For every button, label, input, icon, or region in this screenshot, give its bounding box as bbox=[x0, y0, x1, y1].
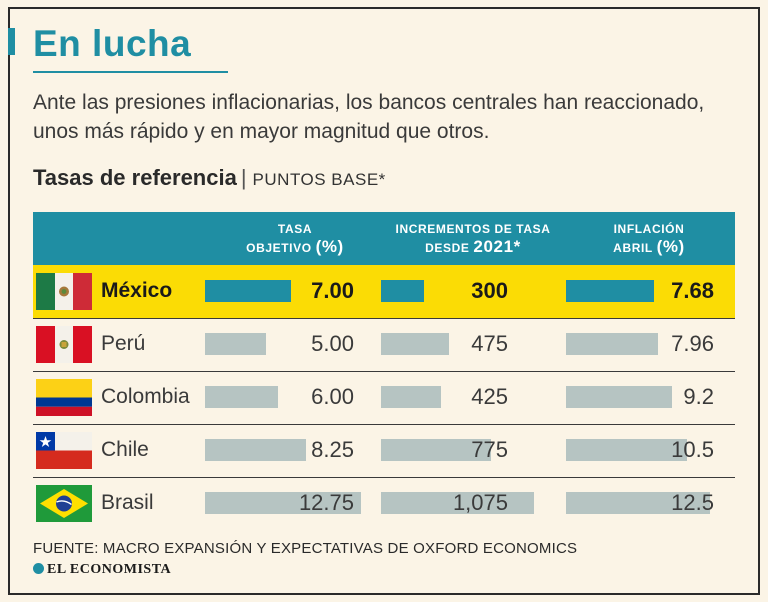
row-divider bbox=[33, 371, 735, 372]
value-label-mexico-series-3: 7.68 bbox=[671, 278, 714, 303]
country-label: Brasil bbox=[101, 491, 154, 514]
bar-mexico-series-2 bbox=[381, 280, 424, 302]
column-header-line2: ABRIL (%) bbox=[576, 238, 722, 257]
title-underline bbox=[33, 71, 228, 73]
value-label-peru-series-1: 5.00 bbox=[311, 331, 354, 356]
column-header-line2-big: 2021* bbox=[473, 237, 521, 256]
bar-peru-series-3 bbox=[566, 333, 658, 355]
column-header-line1: TASA bbox=[277, 222, 313, 236]
row-divider bbox=[33, 318, 735, 319]
value-label-brasil-series-3: 12.5 bbox=[671, 490, 714, 515]
bar-mexico-series-1 bbox=[205, 280, 291, 302]
bar-chile-series-3 bbox=[566, 439, 687, 461]
value-label-mexico-series-2: 300 bbox=[471, 278, 508, 303]
bar-peru-series-2 bbox=[381, 333, 449, 355]
column-header-line2-text: DESDE bbox=[425, 241, 470, 255]
value-label-colombia-series-3: 9.2 bbox=[683, 384, 714, 409]
peru-flag-icon bbox=[36, 326, 92, 363]
country-label: Chile bbox=[101, 438, 149, 461]
table-header-band bbox=[33, 212, 735, 265]
page-title: En lucha bbox=[33, 23, 192, 64]
bar-chile-series-1 bbox=[205, 439, 306, 461]
brand-dot-icon bbox=[33, 563, 44, 574]
value-label-chile-series-1: 8.25 bbox=[311, 437, 354, 462]
column-header-line2-text: OBJETIVO bbox=[246, 241, 312, 255]
chart-unit: PUNTOS BASE* bbox=[252, 170, 386, 189]
column-header-line1: INCREMENTOS DE TASA bbox=[395, 222, 551, 236]
title-accent-bar bbox=[8, 28, 15, 55]
bar-colombia-series-1 bbox=[205, 386, 278, 408]
value-label-colombia-series-2: 425 bbox=[471, 384, 508, 409]
brand-name: EL ECONOMISTA bbox=[47, 562, 172, 577]
bar-colombia-series-3 bbox=[566, 386, 672, 408]
value-label-peru-series-3: 7.96 bbox=[671, 331, 714, 356]
column-header-line1: INFLACIÓN bbox=[613, 222, 685, 236]
chart-title: Tasas de referencia bbox=[33, 165, 237, 190]
row-divider bbox=[33, 477, 735, 478]
value-label-colombia-series-1: 6.00 bbox=[311, 384, 354, 409]
bar-brasil-series-1 bbox=[205, 492, 361, 514]
brazil-flag-icon bbox=[36, 485, 92, 522]
column-header-line2-big: (%) bbox=[656, 237, 685, 256]
chart-heading-separator: | bbox=[240, 165, 247, 190]
row-divider bbox=[33, 424, 735, 425]
column-header-incrementos: INCREMENTOS DE TASA DESDE 2021* bbox=[380, 220, 566, 257]
brand-logo: EL ECONOMISTA bbox=[33, 562, 171, 578]
column-header-line2-big: (%) bbox=[315, 237, 344, 256]
value-label-chile-series-3: 10.5 bbox=[671, 437, 714, 462]
value-label-chile-series-2: 775 bbox=[471, 437, 508, 462]
value-label-brasil-series-1: 12.75 bbox=[298, 490, 354, 515]
subtitle: Ante las presiones inflacionarias, los b… bbox=[33, 91, 705, 143]
country-label: México bbox=[101, 279, 173, 302]
source-note: FUENTE: MACRO EXPANSIÓN Y EXPECTATIVAS D… bbox=[33, 540, 578, 557]
bar-peru-series-1 bbox=[205, 333, 266, 355]
country-label: Perú bbox=[101, 332, 146, 355]
column-header-inflacion: INFLACIÓN ABRIL (%) bbox=[576, 220, 722, 257]
bar-brasil-series-3 bbox=[566, 492, 710, 514]
bar-mexico-series-3 bbox=[566, 280, 654, 302]
chile-flag-icon bbox=[36, 432, 92, 469]
bar-brasil-series-2 bbox=[381, 492, 534, 514]
country-label: Colombia bbox=[101, 385, 190, 408]
value-label-peru-series-2: 475 bbox=[471, 331, 508, 356]
mexico-flag-icon bbox=[36, 273, 92, 310]
column-header-tasa-objetivo: TASA OBJETIVO (%) bbox=[220, 220, 370, 257]
column-header-line2: OBJETIVO (%) bbox=[220, 238, 370, 257]
value-label-mexico-series-1: 7.00 bbox=[311, 278, 354, 303]
colombia-flag-icon bbox=[36, 379, 92, 416]
chart-heading: Tasas de referencia | PUNTOS BASE* bbox=[33, 165, 386, 191]
bar-chile-series-2 bbox=[381, 439, 491, 461]
infographic-frame bbox=[8, 7, 760, 595]
column-header-line2-text: ABRIL bbox=[613, 241, 653, 255]
bar-colombia-series-2 bbox=[381, 386, 441, 408]
value-label-brasil-series-2: 1,075 bbox=[452, 490, 508, 515]
column-header-line2: DESDE 2021* bbox=[380, 238, 566, 257]
